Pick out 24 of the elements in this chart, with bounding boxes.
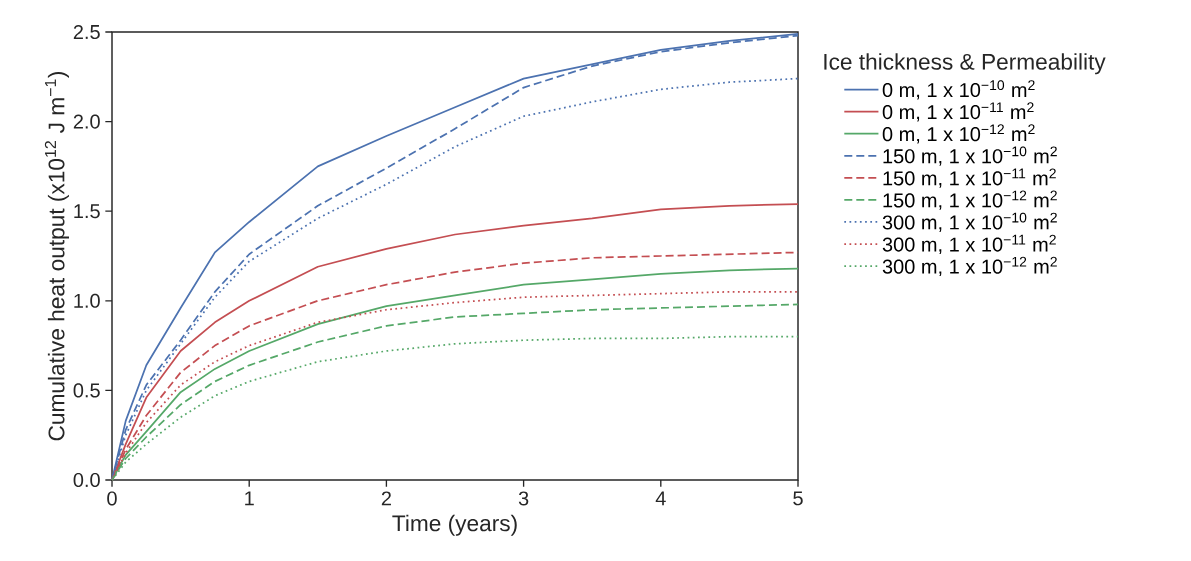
legend-label: 150 m, 1 x 10$^{−11}$ m$^{2}$ — [883, 168, 1056, 188]
legend-label: 150 m, 1 x 10$^{−10}$ m$^{2}$ — [883, 146, 1057, 166]
x-axis-title: Time (years) — [392, 514, 517, 536]
x-tick-label: 5 — [793, 491, 803, 506]
y-tick-label: 1.0 — [74, 293, 100, 308]
x-tick-label: 4 — [655, 491, 666, 506]
x-tick-label: 3 — [518, 491, 529, 506]
y-tick-label: 2.0 — [73, 114, 100, 129]
legend-label: 300 m, 1 x 10$^{−10}$ m$^{2}$ — [882, 212, 1057, 232]
y-tick-label: 2.5 — [73, 24, 100, 40]
y-tick-label: 0.5 — [73, 383, 100, 398]
y-axis-title: Cumulative heat output (x10$^{12}$ J m$^{−1}$) — [44, 71, 70, 441]
y-tick-label: 1.5 — [74, 204, 100, 219]
legend-label: 0 m, 1 x 10$^{−12}$ m$^{2}$ — [882, 124, 1035, 144]
legend-title: Ice thickness & Permeability — [824, 53, 1106, 75]
legend-label: 0 m, 1 x 10$^{−11}$ m$^{2}$ — [882, 102, 1034, 122]
legend-label: 300 m, 1 x 10$^{−11}$ m$^{2}$ — [882, 234, 1056, 254]
x-tick-label: 2 — [381, 491, 391, 506]
x-tick-label: 0 — [107, 491, 117, 506]
legend-label: 300 m, 1 x 10$^{−12}$ m$^{2}$ — [882, 256, 1057, 277]
x-tick-label: 1 — [245, 491, 254, 506]
legend-label: 150 m, 1 x 10$^{−12}$ m$^{2}$ — [883, 190, 1057, 210]
legend-label: 0 m, 1 x 10$^{−10}$ m$^{2}$ — [882, 80, 1035, 100]
y-tick-label: 0.0 — [73, 472, 100, 488]
